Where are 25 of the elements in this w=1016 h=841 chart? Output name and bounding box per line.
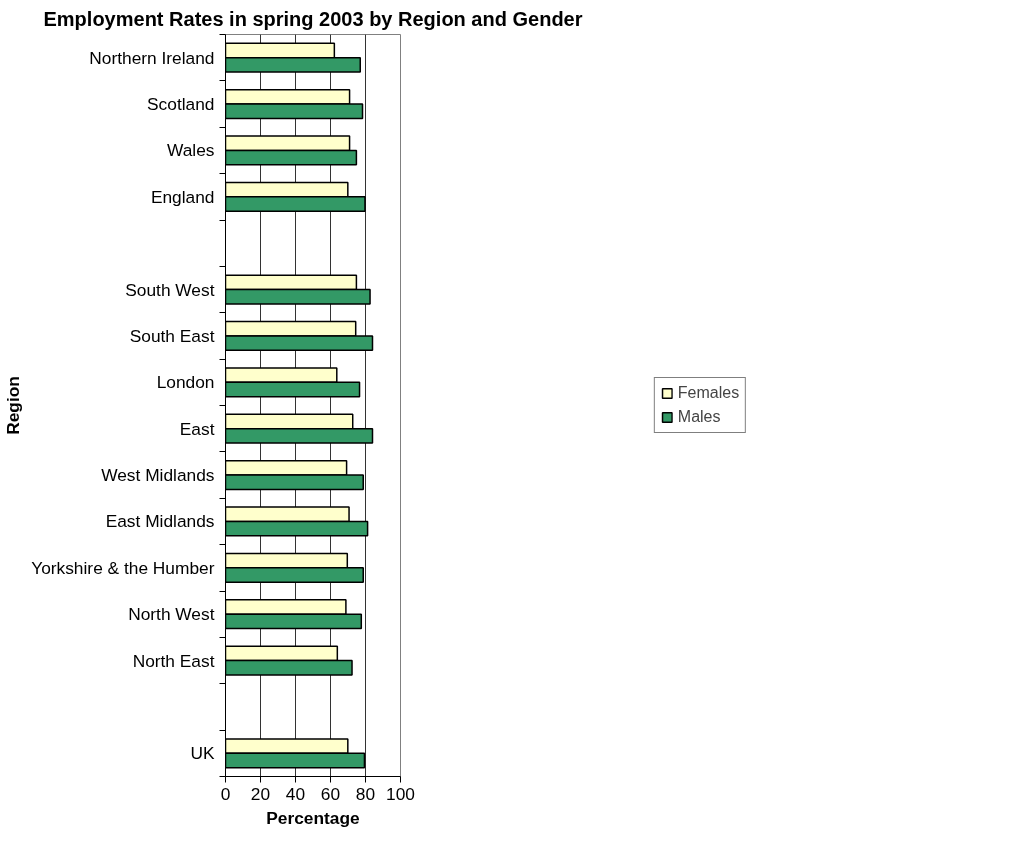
x-tick-label: 60: [320, 783, 341, 804]
x-tick-label: 100: [386, 783, 415, 804]
y-tick-label: South West: [125, 279, 215, 300]
y-tick-label: Northern Ireland: [89, 47, 215, 68]
x-tick-label: 80: [355, 783, 376, 804]
y-tick-label: England: [150, 186, 215, 207]
x-tick-label: 40: [285, 783, 306, 804]
y-tick-label: North West: [128, 604, 215, 625]
y-tick-label: South East: [129, 325, 215, 346]
y-tick-label: London: [156, 372, 215, 393]
y-axis-title: Region: [3, 376, 24, 435]
x-axis-title: Percentage: [266, 807, 361, 828]
x-tick-label: 20: [250, 783, 271, 804]
y-tick-label: East: [179, 418, 215, 439]
y-tick-label: West Midlands: [101, 465, 215, 486]
y-tick-label: North East: [132, 650, 215, 671]
x-tick-label: 0: [220, 783, 231, 804]
y-tick-label: UK: [190, 743, 215, 764]
legend-label: Males: [677, 408, 721, 426]
y-tick-label: East Midlands: [105, 511, 215, 532]
y-tick-label: Wales: [167, 140, 215, 161]
y-tick-label: Yorkshire & the Humber: [31, 557, 215, 578]
y-tick-label: Scotland: [147, 94, 215, 115]
legend-label: Females: [677, 384, 740, 402]
chart-title: Employment Rates in spring 2003 by Region and Gender: [43, 7, 583, 30]
